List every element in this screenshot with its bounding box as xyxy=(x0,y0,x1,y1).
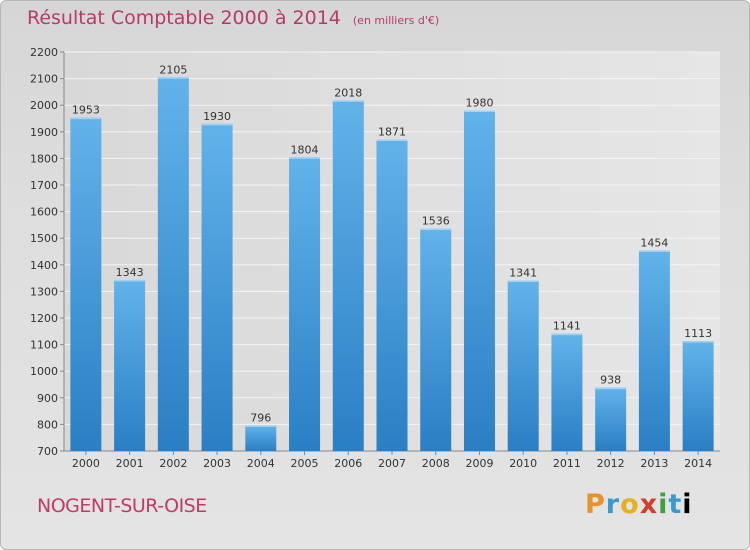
data-label: 1871 xyxy=(378,126,406,139)
bar-highlight xyxy=(682,341,714,343)
data-label: 1343 xyxy=(116,266,144,279)
bar-highlight xyxy=(420,228,452,231)
x-tick-label: 2002 xyxy=(159,457,187,470)
bar-2012 xyxy=(595,387,627,451)
bar-2010 xyxy=(507,280,539,451)
data-label: 1980 xyxy=(465,97,493,110)
bar-chart: 700 800 900 1000 1100 1200 1300 1400 1500 1600 170… xyxy=(30,46,720,470)
x-tick-label: 2000 xyxy=(72,457,100,470)
bar-2002 xyxy=(157,77,189,452)
bar-highlight xyxy=(595,387,627,390)
title-row: Résultat Comptable 2000 à 2014 (en milli… xyxy=(27,7,439,29)
logo-letter: t xyxy=(668,489,683,520)
x-tick-label: 2004 xyxy=(247,457,275,470)
logo-letter: i xyxy=(682,489,693,520)
x-tick-label: 2014 xyxy=(684,457,712,470)
bar-highlight xyxy=(70,117,102,120)
bar-2000 xyxy=(70,117,102,452)
logo-letter: o xyxy=(620,489,640,520)
bar-2001 xyxy=(114,279,146,451)
bar-highlight xyxy=(376,139,408,142)
bar-highlight xyxy=(201,123,233,126)
chart-title: Résultat Comptable 2000 à 2014 xyxy=(27,7,341,29)
data-label: 1113 xyxy=(684,327,712,340)
bar-highlight xyxy=(114,279,146,282)
bar-2004 xyxy=(245,425,277,451)
data-label: 1930 xyxy=(203,110,231,123)
y-tick-label: 1500 xyxy=(30,232,58,245)
bars-layer xyxy=(70,77,714,452)
proxiti-logo[interactable]: Proxiti xyxy=(585,489,693,520)
data-label: 1341 xyxy=(509,266,537,279)
bar-highlight xyxy=(289,157,321,159)
y-tick-label: 1900 xyxy=(30,126,58,139)
bar-2008 xyxy=(420,228,452,451)
bar-2011 xyxy=(551,333,583,451)
x-tick-label: 2012 xyxy=(597,457,625,470)
bar-2006 xyxy=(332,100,364,452)
bar-2007 xyxy=(376,139,408,451)
bar-highlight xyxy=(551,333,583,336)
city-name: NOGENT-SUR-OISE xyxy=(37,495,207,517)
y-tick-label: 700 xyxy=(37,445,58,458)
bar-highlight xyxy=(332,100,364,102)
y-tick-label: 2100 xyxy=(30,73,58,86)
y-tick-label: 1700 xyxy=(30,179,58,192)
x-tick-label: 2007 xyxy=(378,457,406,470)
data-label: 1141 xyxy=(553,320,581,333)
x-tick-label: 2008 xyxy=(422,457,450,470)
bar-2013 xyxy=(638,250,670,451)
x-tick-label: 2010 xyxy=(509,457,537,470)
y-tick-label: 1600 xyxy=(30,206,58,219)
logo-letter: P xyxy=(585,489,606,520)
bar-2005 xyxy=(289,157,321,451)
bar-highlight xyxy=(245,425,277,427)
data-label: 2105 xyxy=(159,63,187,76)
y-tick-label: 1200 xyxy=(30,312,58,325)
bar-2009 xyxy=(463,110,495,452)
x-tick-label: 2001 xyxy=(116,457,144,470)
x-tick-label: 2006 xyxy=(334,457,362,470)
data-label: 796 xyxy=(250,411,271,424)
data-label: 1804 xyxy=(291,143,319,156)
data-label: 938 xyxy=(600,374,621,387)
y-tick-label: 900 xyxy=(37,392,58,405)
logo-letter: i xyxy=(658,489,669,520)
y-tick-label: 1000 xyxy=(30,365,58,378)
bar-highlight xyxy=(463,110,495,113)
x-tick-label: 2003 xyxy=(203,457,231,470)
y-tick-label: 1400 xyxy=(30,259,58,272)
x-tick-label: 2005 xyxy=(291,457,319,470)
logo-letter: x xyxy=(639,489,659,520)
bar-2003 xyxy=(201,123,233,451)
bar-highlight xyxy=(157,77,189,79)
chart-subtitle: (en milliers d'€) xyxy=(352,14,440,27)
y-tick-label: 2200 xyxy=(30,46,58,59)
data-label: 2018 xyxy=(334,86,362,99)
y-tick-label: 800 xyxy=(37,418,58,431)
x-tick-label: 2011 xyxy=(553,457,581,470)
labels-layer: 700 800 900 1000 1100 1200 1300 1400 1500 1600 170… xyxy=(30,46,712,470)
data-label: 1454 xyxy=(640,236,668,249)
logo-letter: r xyxy=(605,489,621,520)
bar-2014 xyxy=(682,341,714,451)
y-tick-label: 1100 xyxy=(30,339,58,352)
data-label: 1536 xyxy=(422,215,450,228)
bar-highlight xyxy=(507,280,539,282)
bar-highlight xyxy=(638,250,670,252)
x-tick-label: 2013 xyxy=(640,457,668,470)
y-tick-label: 2000 xyxy=(30,99,58,112)
x-tick-label: 2009 xyxy=(465,457,493,470)
y-tick-label: 1800 xyxy=(30,152,58,165)
data-label: 1953 xyxy=(72,104,100,117)
y-tick-label: 1300 xyxy=(30,285,58,298)
